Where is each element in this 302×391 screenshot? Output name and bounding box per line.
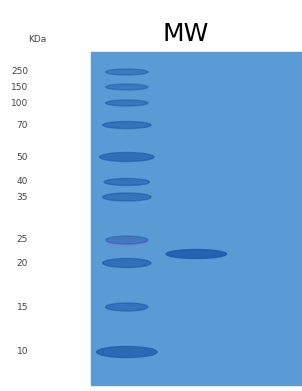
- Text: 40: 40: [17, 178, 28, 187]
- Ellipse shape: [103, 258, 151, 267]
- Text: 250: 250: [11, 68, 28, 77]
- Ellipse shape: [106, 303, 148, 311]
- Text: 10: 10: [17, 348, 28, 357]
- Text: MW: MW: [162, 22, 209, 46]
- Text: 20: 20: [17, 258, 28, 267]
- Bar: [91, 52, 302, 385]
- Ellipse shape: [106, 100, 148, 106]
- Ellipse shape: [106, 84, 148, 90]
- Text: KDa: KDa: [28, 36, 46, 45]
- Text: 25: 25: [17, 235, 28, 244]
- Ellipse shape: [103, 122, 151, 129]
- Text: 100: 100: [11, 99, 28, 108]
- Ellipse shape: [106, 236, 148, 244]
- Ellipse shape: [104, 179, 149, 185]
- Text: 15: 15: [17, 303, 28, 312]
- Ellipse shape: [97, 346, 157, 357]
- Ellipse shape: [107, 238, 146, 246]
- Text: 35: 35: [17, 192, 28, 201]
- Ellipse shape: [166, 249, 226, 258]
- Text: 50: 50: [17, 152, 28, 161]
- Ellipse shape: [100, 152, 154, 161]
- Ellipse shape: [106, 69, 148, 75]
- Text: 150: 150: [11, 83, 28, 91]
- Ellipse shape: [103, 193, 151, 201]
- Text: 70: 70: [17, 120, 28, 129]
